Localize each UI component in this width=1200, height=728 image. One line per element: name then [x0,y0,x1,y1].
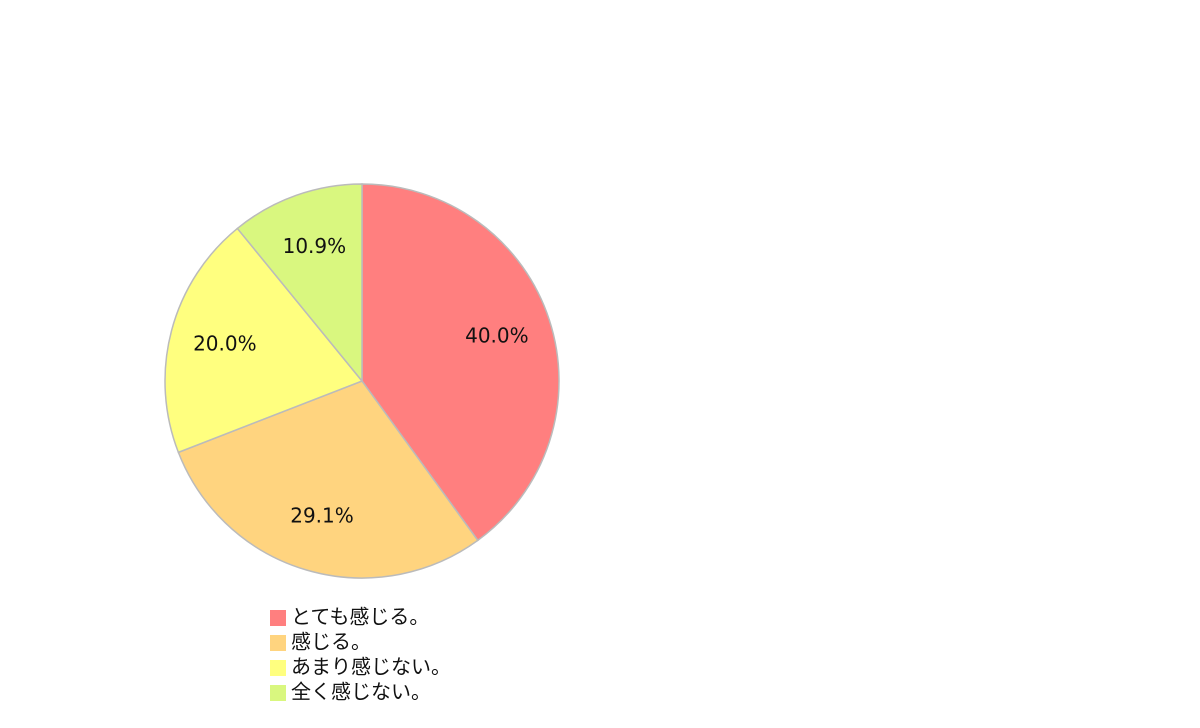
pie-slice [361,183,560,542]
data-label: 40.0% [465,324,529,348]
legend-label: 感じる。 [291,630,371,654]
pie-slice [236,183,363,384]
legend-label: とても感じる。 [291,605,429,629]
legend-swatch [270,635,286,651]
pie-slice [177,380,479,579]
data-label: 10.9% [283,234,347,258]
legend-label: あまり感じない。 [291,655,451,679]
legend-swatch [270,660,286,676]
data-label: 20.0% [193,331,257,355]
legend-label: 全く感じない。 [291,680,431,704]
legend-swatch [270,610,286,626]
pie-slice [164,227,364,454]
legend-swatch [270,685,286,701]
data-label: 29.1% [290,504,354,528]
